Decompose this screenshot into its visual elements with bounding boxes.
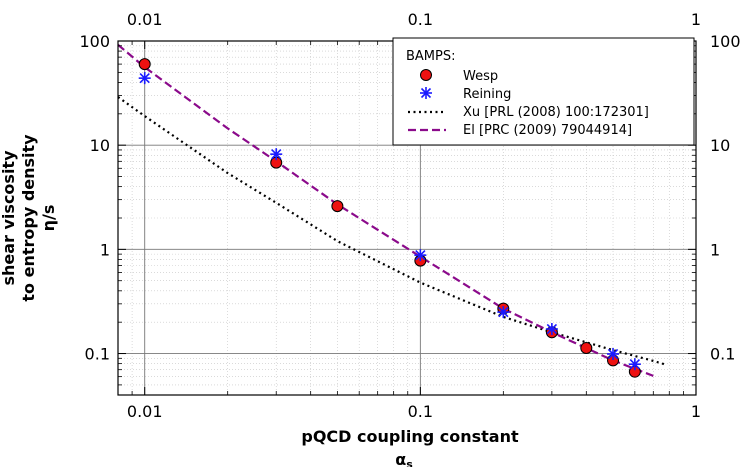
y-tick-label-right: 10 xyxy=(710,136,730,155)
data-point-wesp xyxy=(580,342,593,355)
star-stroke xyxy=(546,323,558,335)
legend-label-reining: Reining xyxy=(463,87,511,102)
data-point-reining xyxy=(270,148,283,161)
data-point-reining xyxy=(138,72,151,85)
star-stroke xyxy=(498,306,509,318)
data-point-wesp xyxy=(331,200,344,213)
star-stroke xyxy=(607,348,619,360)
y-tick-label: 0.1 xyxy=(85,345,110,364)
legend-label-xu: Xu [PRL (2008) 100:172301] xyxy=(463,105,649,120)
series-line-xu xyxy=(117,96,667,366)
data-point-reining xyxy=(414,249,427,262)
x-tick-label-top: 0.1 xyxy=(408,10,433,29)
y-tick-label: 10 xyxy=(90,136,110,155)
x-tick-label: 0.1 xyxy=(408,402,433,421)
data-point-reining xyxy=(545,323,558,336)
x-axis-title: pQCD coupling constant xyxy=(301,427,519,446)
data-point-reining xyxy=(628,358,641,371)
x-tick-label: 1 xyxy=(691,402,701,421)
x-axis-symbol-base: α xyxy=(395,450,406,467)
star-stroke xyxy=(415,249,426,261)
y-tick-label-right: 1 xyxy=(710,240,720,259)
data-point-reining xyxy=(497,306,510,319)
y-tick-label-right: 100 xyxy=(710,32,741,51)
star-stroke xyxy=(271,148,282,160)
x-tick-label: 0.01 xyxy=(127,402,163,421)
axis-ticks: 0.01 0.01 0.1 0.1 1 1 0.1 0.1 1 1 10 10 100 100 xyxy=(79,10,740,421)
data-point-wesp xyxy=(138,58,151,71)
y-axis-title-line1: shear viscosity xyxy=(0,150,18,286)
legend: BAMPS: Wesp Reining Xu [PRL (2008) 100:1… xyxy=(392,37,695,146)
y-axis-title-line3: η/s xyxy=(39,205,58,232)
y-tick-label-right: 0.1 xyxy=(710,345,735,364)
plot-area xyxy=(117,43,667,378)
x-tick-label-top: 1 xyxy=(691,10,701,29)
x-tick-label-top: 0.01 xyxy=(127,10,163,29)
y-axis-title-line2: to entropy density xyxy=(19,134,38,302)
y-tick-label: 100 xyxy=(79,32,110,51)
legend-marker-wesp xyxy=(420,69,432,81)
star-stroke xyxy=(629,359,641,370)
star-stroke xyxy=(139,72,150,84)
legend-box xyxy=(392,37,695,146)
x-axis-symbol-sub: s xyxy=(406,458,413,467)
y-tick-label: 1 xyxy=(100,240,110,259)
legend-marker-reining xyxy=(420,87,432,99)
grid xyxy=(118,40,697,395)
data-point-reining xyxy=(607,347,620,360)
legend-label-el: El [PRC (2009) 79044914] xyxy=(463,123,632,138)
x-axis-symbol: αs xyxy=(395,450,413,467)
legend-title: BAMPS: xyxy=(406,49,456,64)
legend-label-wesp: Wesp xyxy=(463,69,498,84)
